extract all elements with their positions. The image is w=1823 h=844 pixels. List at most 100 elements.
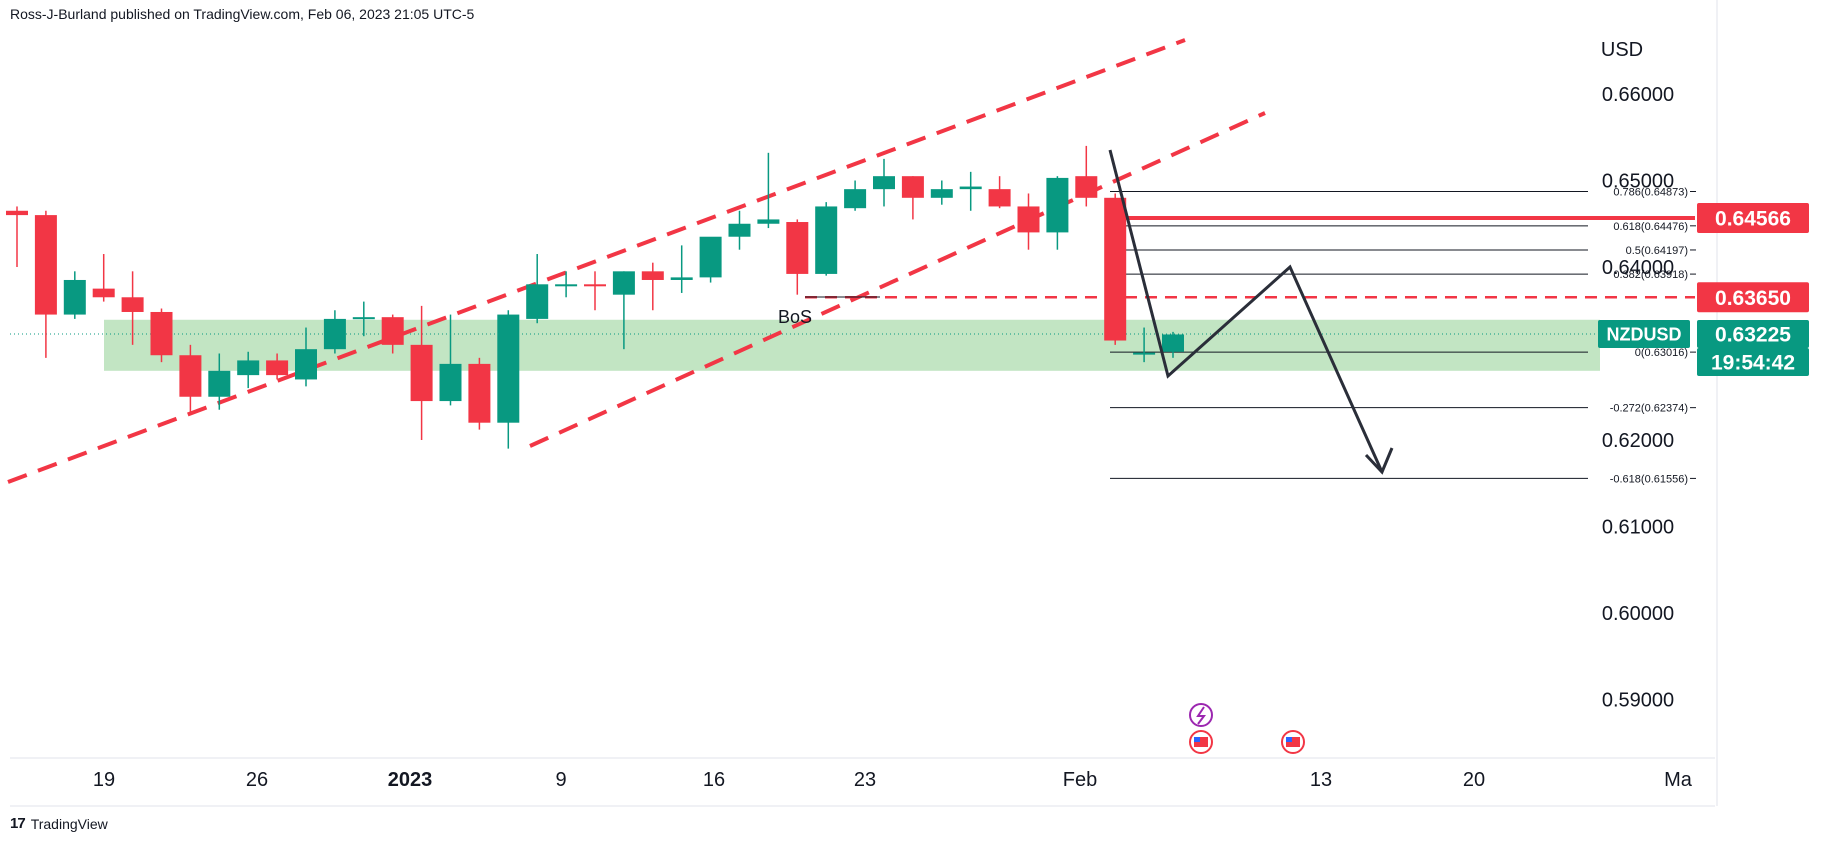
- event-us-flag-2[interactable]: [1281, 730, 1305, 754]
- fibonacci-retracement[interactable]: 0.786(0.64873) 0.618(0.64476) 0.5(0.64197)…: [1110, 186, 1696, 485]
- badge-countdown: 19:54:42: [1711, 352, 1795, 375]
- lightning-icon: [1196, 706, 1206, 725]
- candle-body: [1046, 177, 1069, 233]
- event-lightning[interactable]: [1189, 703, 1213, 727]
- candle-body: [584, 284, 606, 287]
- fib-level-label: -0.618(0.61556): [1610, 473, 1688, 485]
- flag-canton: [1194, 737, 1200, 742]
- badge-current-price: 0.63225: [1715, 324, 1791, 347]
- candle-body: [757, 219, 780, 224]
- candle-body: [34, 215, 57, 315]
- candle-body: [641, 271, 664, 280]
- flag-canton: [1286, 737, 1292, 742]
- badge-level-2-bg: [1697, 282, 1809, 313]
- time-tick-label: Feb: [1063, 769, 1097, 791]
- fib-level-label: -0.272(0.62374): [1610, 403, 1688, 415]
- candle-body: [121, 297, 144, 312]
- candle-body: [63, 279, 86, 315]
- time-tick-label: 20: [1463, 769, 1485, 791]
- event-us-flag-1[interactable]: [1189, 730, 1213, 754]
- fib-level-label: 0.382(0.63918): [1613, 269, 1688, 281]
- candle-body: [930, 189, 953, 198]
- candle-body: [844, 189, 867, 209]
- badge-level-2: 0.63650: [1715, 287, 1791, 310]
- candle-body: [1104, 197, 1127, 341]
- candle-body: [497, 314, 520, 423]
- candle-body: [468, 363, 491, 423]
- time-tick-label: 13: [1310, 769, 1332, 791]
- fib-level-label: 0.618(0.64476): [1613, 221, 1688, 233]
- candle-body: [179, 355, 202, 397]
- candle-body: [815, 206, 838, 274]
- candle-body: [699, 236, 722, 278]
- badge-countdown-bg: [1697, 348, 1809, 376]
- currency-label: USD: [1601, 39, 1643, 61]
- badge-symbol: NZDUSD: [1607, 324, 1682, 344]
- price-tick-label: 0.60000: [1602, 603, 1674, 625]
- candle-body: [670, 277, 693, 280]
- channel-lower-line[interactable]: [529, 111, 1266, 448]
- chart-plot-area: [10, 0, 1718, 807]
- candle-body: [1075, 176, 1098, 198]
- badge-symbol-bg: [1598, 320, 1690, 348]
- candle-body: [352, 317, 375, 320]
- candle-body: [6, 210, 28, 216]
- time-tick-label: 26: [246, 769, 268, 791]
- candle-body: [1133, 352, 1156, 355]
- candle-body: [612, 271, 635, 295]
- channel-upper-line[interactable]: [7, 38, 1186, 484]
- price-tick-label: 0.65000: [1602, 171, 1674, 193]
- time-tick-label: 23: [854, 769, 876, 791]
- candle-body: [786, 222, 809, 274]
- candle-body: [266, 360, 289, 376]
- tradingview-logo-icon: 17: [10, 815, 26, 832]
- candle-body: [959, 186, 982, 190]
- candle-body: [237, 360, 260, 376]
- publisher-attribution: Ross-J-Burland published on TradingView.…: [10, 6, 475, 22]
- time-tick-label: 16: [703, 769, 725, 791]
- candlestick-series: [6, 145, 1184, 449]
- candle-body: [410, 344, 433, 402]
- flag-stripes: [1286, 737, 1300, 747]
- economic-events[interactable]: [1189, 703, 1305, 754]
- candle-body: [208, 370, 231, 397]
- price-tick-label: 0.64000: [1602, 257, 1674, 279]
- candle-body: [439, 363, 462, 402]
- candle-body: [323, 318, 346, 350]
- candle-body: [873, 176, 895, 190]
- candle-body: [988, 189, 1011, 207]
- time-axis[interactable]: 19 26 2023 9 16 23 Feb 13 20 Ma: [93, 769, 1693, 791]
- flag-stripes: [1194, 737, 1208, 747]
- candle-body: [1162, 334, 1184, 352]
- horizontal-levels[interactable]: [805, 216, 1695, 299]
- projection-polyline[interactable]: [1108, 149, 1384, 473]
- price-tick-label: 0.61000: [1602, 517, 1674, 539]
- demand-zone: [10, 319, 1600, 371]
- zone-rectangle: [104, 319, 1600, 371]
- candle-body: [295, 349, 317, 380]
- projection-path[interactable]: [1108, 149, 1394, 475]
- trend-channel[interactable]: [7, 38, 1266, 484]
- bos-annotation[interactable]: BoS: [778, 307, 812, 327]
- fib-level-label: 0.786(0.64873): [1613, 186, 1688, 198]
- price-tick-label: 0.62000: [1602, 430, 1674, 452]
- candle-body: [92, 288, 115, 298]
- badge-level-1: 0.64566: [1715, 208, 1791, 231]
- price-axis[interactable]: USD 0.66000 0.65000 0.64000 0.62000 0.61000 0.…: [1601, 39, 1674, 712]
- badge-level-1-bg: [1697, 203, 1809, 234]
- time-tick-label: Ma: [1664, 769, 1693, 791]
- candle-body: [526, 284, 549, 319]
- arrow-head-icon: [1364, 447, 1394, 475]
- candle-body: [901, 176, 924, 198]
- candle-body: [381, 317, 404, 345]
- candle-body: [150, 311, 173, 356]
- badge-current-price-bg: [1697, 320, 1809, 348]
- candle-body: [555, 284, 578, 287]
- price-tick-label: 0.59000: [1602, 690, 1674, 712]
- candle-body: [1017, 206, 1040, 233]
- fib-level-label: 0(0.63016): [1635, 347, 1688, 359]
- time-tick-label: 9: [555, 769, 566, 791]
- candle-body: [728, 223, 751, 237]
- tradingview-logo[interactable]: 17 TradingView: [10, 815, 108, 832]
